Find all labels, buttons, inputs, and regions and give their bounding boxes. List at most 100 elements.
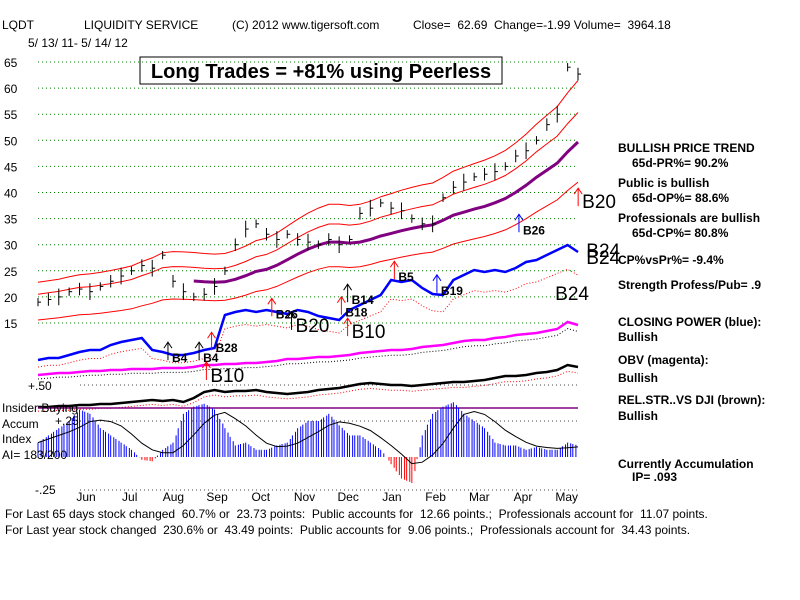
month-label: Oct [251, 490, 270, 504]
month-label: May [555, 490, 578, 504]
closing-power-line [37, 243, 579, 362]
signal-label: B4 [203, 351, 219, 365]
signal-label: B10 [352, 322, 386, 343]
y-tick-label: 50 [4, 134, 18, 148]
signal-label: B26 [523, 223, 545, 237]
signal-label: B26 [276, 307, 298, 321]
trend-title: BULLISH PRICE TREND [618, 141, 755, 155]
signal-arrowhead-icon [389, 260, 399, 268]
signal-arrowhead-icon [343, 283, 353, 291]
upper-band [37, 80, 579, 283]
copyright: (C) 2012 www.tigersoft.com [232, 18, 379, 32]
indicator-lines [37, 243, 579, 412]
price-bands [37, 80, 580, 321]
signal-arrowhead-icon [201, 361, 211, 369]
month-label: Dec [338, 490, 359, 504]
signal-label: B14 [352, 293, 374, 307]
signal-label: B20 [296, 316, 330, 337]
signal-arrowhead-icon [163, 341, 173, 349]
cp-value: 65d-CP%= 80.8% [632, 226, 729, 240]
signal-arrowhead-icon [267, 297, 277, 305]
month-label: Aug [163, 490, 184, 504]
ai-moving-average [37, 410, 579, 465]
relstr-ma-line [38, 370, 579, 412]
month-label: Sep [206, 490, 228, 504]
strength-value: Strength Profess/Pub= .9 [618, 278, 761, 292]
y-tick-label: 20 [4, 291, 18, 305]
signal-arrowhead-icon [287, 310, 296, 319]
op-value: 65d-OP%= 88.6% [632, 191, 729, 205]
month-label: Apr [514, 490, 533, 504]
ai-label-index: Index [2, 432, 31, 446]
signal-label: B10 [210, 366, 244, 387]
y-tick-label: 60 [4, 82, 18, 96]
signal-label: B28 [216, 341, 238, 355]
quote: Close= 62.69 Change=-1.99 Volume= 3964.1… [413, 18, 671, 32]
ai-label-insider: Insider Buying [2, 401, 78, 415]
relstr-label: REL.STR..VS DJI (brown): [618, 393, 765, 407]
y-tick-label: 35 [4, 213, 18, 227]
footer-year: For Last year stock changed 230.6% or 43… [5, 523, 690, 537]
ticker: LQDT [2, 18, 35, 32]
relstr-state: Bullish [618, 409, 658, 423]
signal-label: B18 [345, 306, 367, 320]
obv-ma-line [37, 328, 579, 380]
signal-arrowhead-icon [432, 273, 442, 282]
ai-label-value: AI= 183/200 [2, 448, 67, 462]
signal-label: B24 [555, 284, 589, 305]
obv-state: Bullish [618, 371, 658, 385]
month-label: Nov [294, 490, 315, 504]
ai-tick-plus25: +.25 [55, 414, 79, 428]
company-name: LIQUIDITY SERVICE [84, 18, 198, 32]
relstr-line [38, 363, 579, 409]
ai-label-accum: Accum [2, 417, 39, 431]
price-bars [37, 63, 581, 307]
y-tick-label: 15 [4, 317, 18, 331]
public-title: Public is bullish [618, 176, 709, 190]
month-label: Feb [425, 490, 446, 504]
signal-arrowhead-icon [514, 213, 524, 221]
banner-box [139, 56, 503, 85]
month-axis: Jun Jul Aug Sep Oct Nov Dec Jan Feb Mar Apr May [76, 490, 578, 504]
price-y-ticks: 65 60 55 50 45 40 35 30 25 20 15 [4, 56, 18, 331]
pr-value: 65d-PR%= 90.2% [632, 156, 729, 170]
moving-average-line [193, 140, 580, 284]
signal-arrowhead-icon [343, 317, 353, 325]
month-label: Mar [469, 490, 490, 504]
signal-arrowhead-icon [207, 331, 216, 339]
y-tick-label: 55 [4, 108, 18, 122]
footer-65day: For Last 65 days stock changed 60.7% or … [5, 507, 708, 521]
obv-line [37, 320, 579, 377]
ai-tick-minus25: -.25 [35, 483, 56, 497]
signal-arrowhead-icon [194, 341, 204, 349]
accum-index-histogram [37, 402, 579, 483]
y-tick-label: 65 [4, 56, 18, 70]
signal-arrowhead-icon [573, 187, 583, 195]
month-label: Jul [122, 490, 137, 504]
pro-title: Professionals are bullish [618, 211, 760, 225]
y-tick-label: 30 [4, 239, 18, 253]
accum-label: Currently Accumulation [618, 457, 754, 471]
inner-band [37, 112, 579, 295]
signal-label: B24 [586, 248, 620, 269]
y-tick-label: 45 [4, 160, 18, 174]
closing-power-label: CLOSING POWER (blue): [618, 315, 761, 329]
signal-label: B20 [582, 192, 616, 213]
ai-tick-plus50: +.50 [28, 379, 52, 393]
ip-value: IP= .093 [632, 470, 677, 484]
month-label: Jan [382, 490, 401, 504]
signal-label: B19 [441, 284, 463, 298]
date-range: 5/ 13/ 11- 5/ 14/ 12 [28, 36, 128, 50]
lower-band [37, 181, 579, 321]
signal-label: B4 [172, 351, 188, 365]
signal-arrowhead-icon [336, 295, 346, 304]
y-tick-label: 40 [4, 187, 18, 201]
month-label: Jun [76, 490, 95, 504]
closing-power-state: Bullish [618, 330, 658, 344]
signal-label: B24 [586, 241, 620, 262]
cpvspr-value: CP%vsPr%= -9.4% [618, 253, 724, 267]
signal-label: B5 [398, 270, 414, 284]
banner-text: Long Trades = +81% using Peerless [151, 61, 491, 83]
